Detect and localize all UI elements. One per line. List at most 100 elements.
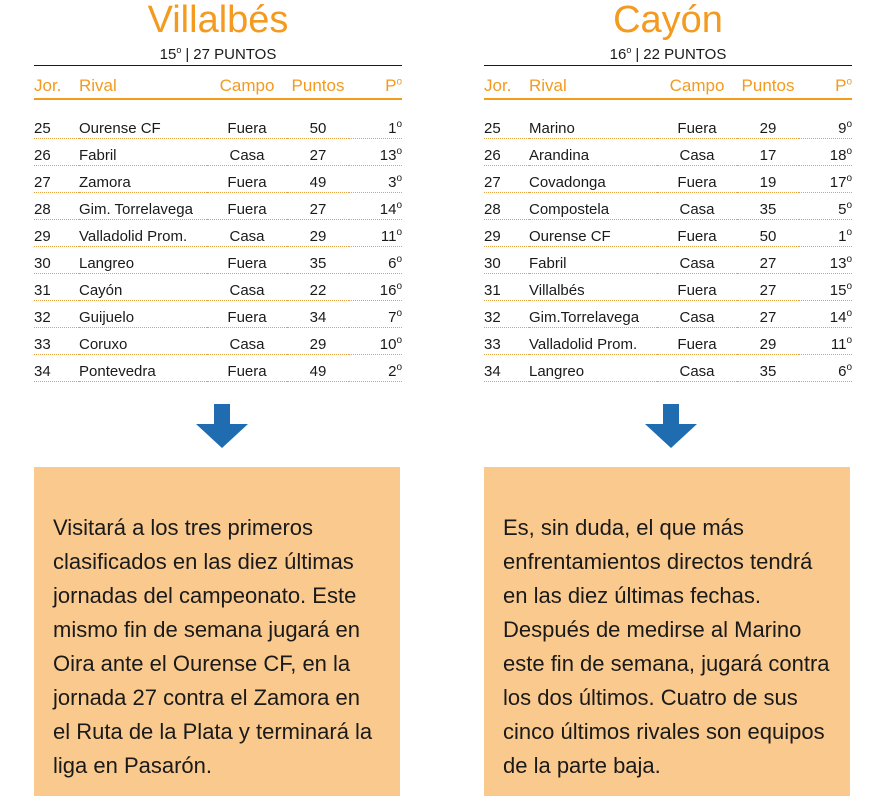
cell-puntos: 27	[287, 138, 349, 166]
cell-pos: 6o	[799, 354, 852, 382]
cell-rival: Fabril	[529, 246, 657, 274]
fixtures-table: Jor. Rival Campo Puntos Po 25 Ourense CF F…	[34, 66, 402, 382]
cell-jor: 33	[34, 327, 79, 355]
cell-pos: 13o	[349, 138, 402, 166]
cell-pos: 11o	[349, 219, 402, 247]
cell-jor: 32	[484, 300, 529, 328]
cell-pos: 6o	[349, 246, 402, 274]
team-points: 27 PUNTOS	[193, 46, 277, 63]
cell-rival: Langreo	[79, 246, 207, 274]
table-header-row: Jor. Rival Campo Puntos Po	[34, 66, 402, 100]
cell-rival: Gim. Torrelavega	[79, 192, 207, 220]
header-pos: Po	[799, 66, 852, 100]
table-row: 26 Arandina Casa 17 18o	[484, 138, 852, 166]
table-row: 28 Compostela Casa 35 5o	[484, 192, 852, 220]
team-title: Villalbés	[147, 0, 289, 41]
cell-campo: Fuera	[207, 99, 287, 139]
cell-jor: 31	[34, 273, 79, 301]
cell-campo: Fuera	[207, 246, 287, 274]
cell-jor: 25	[34, 99, 79, 139]
arrow-down-icon	[645, 404, 697, 448]
cell-campo: Casa	[207, 273, 287, 301]
cell-campo: Fuera	[657, 219, 737, 247]
header-puntos: Puntos	[287, 66, 349, 100]
cell-puntos: 22	[287, 273, 349, 301]
cell-rival: Coruxo	[79, 327, 207, 355]
cell-jor: 34	[34, 354, 79, 382]
cell-campo: Casa	[657, 354, 737, 382]
cell-rival: Zamora	[79, 165, 207, 193]
fixtures-table: Jor. Rival Campo Puntos Po 25 Marino Fuera…	[484, 66, 852, 382]
cell-campo: Fuera	[657, 165, 737, 193]
cell-pos: 9o	[799, 99, 852, 139]
cell-jor: 25	[484, 99, 529, 139]
cell-campo: Fuera	[657, 99, 737, 139]
header-pos: Po	[349, 66, 402, 100]
cell-jor: 30	[34, 246, 79, 274]
cell-rival: Valladolid Prom.	[79, 219, 207, 247]
panel-cayon: Cayón 16o | 22 PUNTOS Jor. Rival Campo Pun…	[484, 0, 852, 382]
table-row: 34 Langreo Casa 35 6o	[484, 354, 852, 382]
cell-puntos: 50	[287, 99, 349, 139]
arrow-down-icon	[196, 404, 248, 448]
cell-rival: Marino	[529, 99, 657, 139]
cell-puntos: 17	[737, 138, 799, 166]
table-row: 25 Ourense CF Fuera 50 1o	[34, 99, 402, 139]
cell-jor: 34	[484, 354, 529, 382]
cell-jor: 28	[34, 192, 79, 220]
cell-jor: 33	[484, 327, 529, 355]
table-header-row: Jor. Rival Campo Puntos Po	[484, 66, 852, 100]
cell-rival: Ourense CF	[529, 219, 657, 247]
cell-pos: 18o	[799, 138, 852, 166]
table-row: 29 Valladolid Prom. Casa 29 11o	[34, 219, 402, 247]
header-rival: Rival	[529, 66, 657, 100]
cell-rival: Fabril	[79, 138, 207, 166]
table-row: 27 Zamora Fuera 49 3o	[34, 165, 402, 193]
note-box-cayon: Es, sin duda, el que más enfrentamientos…	[484, 467, 850, 796]
header-jor: Jor.	[34, 66, 79, 100]
table-row: 30 Fabril Casa 27 13o	[484, 246, 852, 274]
cell-campo: Casa	[657, 138, 737, 166]
cell-pos: 17o	[799, 165, 852, 193]
header-campo: Campo	[207, 66, 287, 100]
table-row: 26 Fabril Casa 27 13o	[34, 138, 402, 166]
team-points: 22 PUNTOS	[643, 46, 727, 63]
cell-jor: 26	[34, 138, 79, 166]
cell-campo: Fuera	[207, 300, 287, 328]
table-row: 25 Marino Fuera 29 9o	[484, 99, 852, 139]
cell-pos: 11o	[799, 327, 852, 355]
cell-puntos: 35	[287, 246, 349, 274]
header-jor: Jor.	[484, 66, 529, 100]
cell-jor: 30	[484, 246, 529, 274]
table-row: 33 Valladolid Prom. Fuera 29 11o	[484, 327, 852, 355]
header-puntos: Puntos	[737, 66, 799, 100]
table-row: 28 Gim. Torrelavega Fuera 27 14o	[34, 192, 402, 220]
cell-jor: 27	[34, 165, 79, 193]
cell-campo: Fuera	[207, 192, 287, 220]
cell-campo: Fuera	[207, 165, 287, 193]
cell-pos: 15o	[799, 273, 852, 301]
header-rival: Rival	[79, 66, 207, 100]
team-position: 16o	[609, 45, 632, 64]
cell-pos: 1o	[349, 99, 402, 139]
team-title: Cayón	[613, 0, 723, 41]
team-position: 15o	[159, 45, 182, 64]
cell-puntos: 35	[737, 354, 799, 382]
cell-pos: 14o	[349, 192, 402, 220]
cell-rival: Valladolid Prom.	[529, 327, 657, 355]
cell-rival: Guijuelo	[79, 300, 207, 328]
cell-jor: 31	[484, 273, 529, 301]
cell-pos: 2o	[349, 354, 402, 382]
cell-pos: 5o	[799, 192, 852, 220]
table-row: 27 Covadonga Fuera 19 17o	[484, 165, 852, 193]
cell-puntos: 49	[287, 354, 349, 382]
cell-campo: Casa	[207, 219, 287, 247]
cell-jor: 29	[484, 219, 529, 247]
cell-puntos: 29	[737, 327, 799, 355]
cell-campo: Fuera	[207, 354, 287, 382]
panel-villalbes: Villalbés 15o | 27 PUNTOS Jor. Rival Campo…	[34, 0, 402, 382]
cell-jor: 28	[484, 192, 529, 220]
cell-puntos: 49	[287, 165, 349, 193]
table-row: 34 Pontevedra Fuera 49 2o	[34, 354, 402, 382]
cell-campo: Fuera	[657, 327, 737, 355]
